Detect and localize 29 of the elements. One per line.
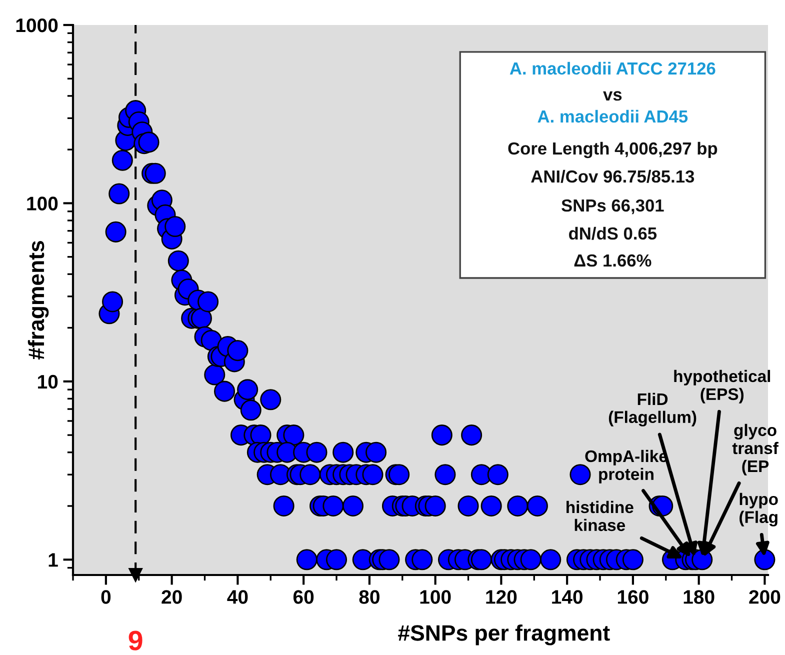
x-tick-label: 0 — [101, 590, 111, 604]
x-tick-label: 60 — [293, 590, 314, 604]
annotation: SNPs 66,301 — [562, 199, 664, 214]
annotation: dN/dS 0.65 — [569, 226, 657, 240]
x-tick-label: 200 — [749, 590, 780, 604]
x-tick-label: 160 — [618, 590, 648, 604]
annotation: hypo (Flag — [740, 492, 778, 526]
x-tick-label: 80 — [359, 590, 380, 604]
x-tick-label: 20 — [162, 590, 182, 604]
annotation: A. macleodii ATCC 27126 — [510, 62, 716, 75]
x-tick-label: 120 — [486, 590, 517, 604]
y-axis-title: #fragments — [28, 241, 49, 360]
y-tick-label: 10 — [38, 374, 58, 389]
annotation: histidine kinase — [566, 500, 634, 532]
annotation: ANI/Cov 96.75/85.13 — [531, 170, 694, 183]
y-tick-label: 100 — [27, 196, 58, 210]
y-tick-label: 1 — [48, 553, 58, 567]
annotation: A. macleodii AD45 — [538, 110, 688, 123]
annotation: vs — [603, 91, 622, 101]
ref-line-label: 9 — [128, 630, 142, 650]
x-tick-label: 40 — [227, 590, 248, 604]
annotation: Core Length 4,006,297 bp — [508, 142, 718, 158]
annotation: glyco transf (EP — [732, 424, 778, 476]
y-tick-label: 1000 — [16, 18, 58, 32]
x-axis-title: #SNPs per fragment — [398, 624, 610, 646]
x-tick-label: 100 — [420, 590, 451, 604]
annotation: ΔS 1.66% — [574, 254, 652, 267]
x-tick-label: 180 — [684, 590, 714, 604]
x-tick-label: 140 — [552, 590, 582, 604]
